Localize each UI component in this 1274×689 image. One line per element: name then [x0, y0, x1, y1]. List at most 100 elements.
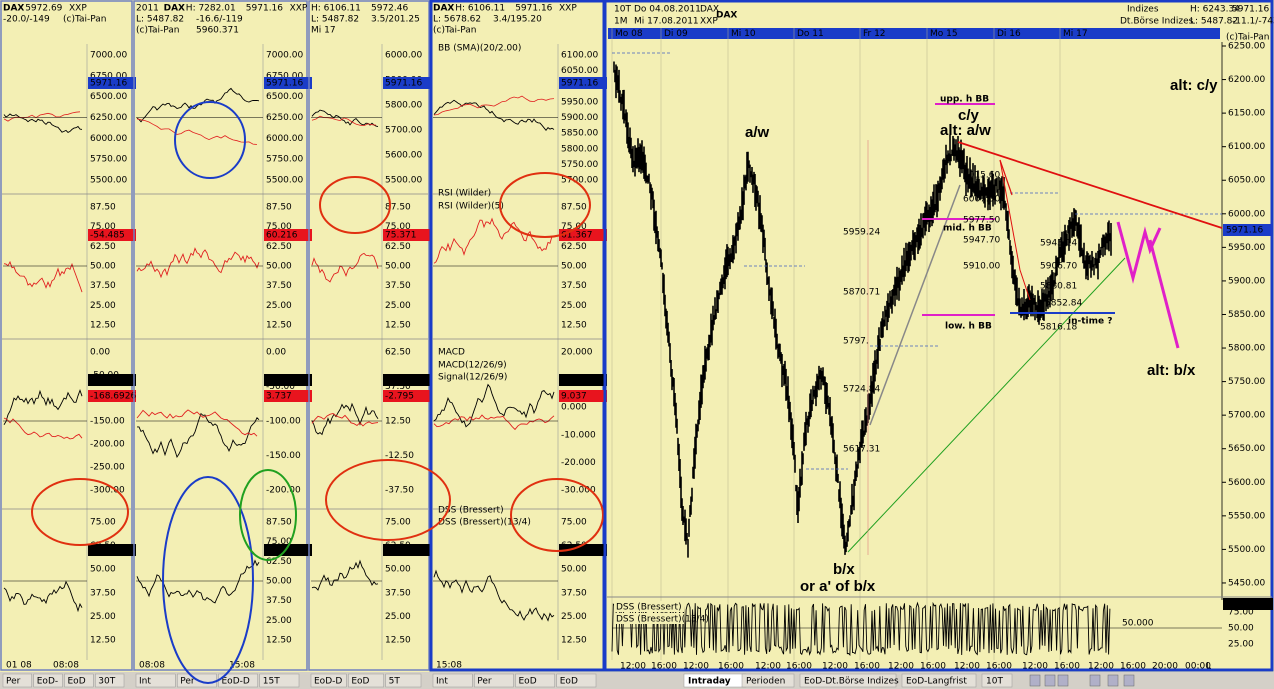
axis-label: 6000.00: [266, 134, 303, 144]
footer-tab-label[interactable]: 5T: [389, 677, 401, 687]
bottom-tab[interactable]: [741, 673, 795, 688]
footer-tab-label[interactable]: EoD-: [37, 677, 58, 687]
panel-header-text: (c)Tai-Pan: [136, 26, 179, 36]
footer-tab-label[interactable]: EoD-D: [314, 677, 342, 687]
footer-tab-label[interactable]: 15T: [263, 677, 280, 687]
footer-tab[interactable]: [95, 673, 125, 688]
price-axis-label: 5700.00: [1228, 411, 1265, 421]
footer-tab[interactable]: [2, 673, 32, 688]
bottom-tab-label[interactable]: Intraday: [688, 677, 731, 687]
footer-tab-label[interactable]: Int: [436, 677, 448, 687]
bottom-tab-label[interactable]: 10T: [986, 677, 1003, 687]
axis-label: 75.00: [385, 222, 411, 232]
main-info-text: Dt.Börse Indizes: [1120, 17, 1194, 27]
day-label: Di 09: [664, 29, 688, 39]
value-box: [559, 374, 607, 386]
level-label: 5943.14: [1040, 239, 1077, 249]
drawn-ellipse: [499, 172, 591, 238]
footer-tab[interactable]: [385, 673, 422, 688]
value-box: [88, 544, 136, 556]
toolbar-icon[interactable]: [1089, 674, 1101, 687]
axis-label: 12.50: [385, 417, 411, 427]
footer-tab[interactable]: [135, 673, 176, 688]
value-box: [559, 544, 607, 556]
footer-tab[interactable]: [33, 673, 63, 688]
panel-header-text: L: 5487.82: [311, 15, 359, 25]
axis-label: -150.00: [90, 417, 125, 427]
toolbar-icon[interactable]: [1057, 674, 1069, 687]
toolbar-icon[interactable]: [1107, 674, 1119, 687]
main-header-text: Mi 17.08.2011: [634, 17, 699, 27]
indicator-line: [137, 412, 260, 459]
footer-tab[interactable]: [556, 673, 597, 688]
main-header-text: DAX: [716, 11, 737, 21]
level-label: 5880.81: [1040, 282, 1077, 292]
panel-header-text: Mi 17: [311, 26, 336, 36]
indicator-label: DSS (Bressert)(13/4): [438, 518, 531, 528]
time-axis-label: 16:00: [718, 662, 744, 672]
axis-label: 50.00: [90, 262, 116, 272]
footer-tab[interactable]: [432, 673, 473, 688]
toolbar-icon[interactable]: [1044, 674, 1056, 687]
axis-label: 50.00: [385, 565, 411, 575]
footer-tab-label[interactable]: Int: [139, 677, 151, 687]
axis-label: 62.50: [385, 348, 411, 358]
bottom-tab-label[interactable]: EoD-Langfrist: [906, 677, 967, 687]
price-axis-label: 6250.00: [1228, 42, 1265, 52]
time-axis-label: 12:00: [1022, 662, 1048, 672]
toolbar-icon[interactable]: [1029, 674, 1041, 687]
axis-label: 6750.00: [90, 71, 127, 81]
toolbar-icon[interactable]: [1123, 674, 1135, 687]
indicator-label: Signal(12/26/9): [438, 373, 507, 383]
footer-tab-label[interactable]: EoD-D: [222, 677, 250, 687]
value-box: [264, 390, 312, 402]
price-axis-label: 6200.00: [1228, 75, 1265, 85]
bottom-tab-label[interactable]: EoD-Dt.Börse Indizes: [804, 677, 899, 687]
axis-label: 5800.00: [385, 101, 422, 111]
bottom-tab[interactable]: [901, 673, 977, 688]
footer-tab-label[interactable]: Per: [180, 677, 195, 687]
time-label: 08:08: [53, 661, 79, 671]
value-box: [88, 77, 136, 89]
main-header-text: DAX: [700, 5, 719, 15]
value-box-text: 4.453: [266, 376, 292, 386]
footer-tab[interactable]: [259, 673, 300, 688]
footer-tab[interactable]: [515, 673, 555, 688]
time-axis-label: 00:00: [1185, 662, 1211, 672]
time-label: 15:08: [436, 661, 462, 671]
price-axis-label: 6150.00: [1228, 109, 1265, 119]
value-box: [383, 229, 431, 241]
panel-header-text: 3.4/195.20: [493, 15, 542, 25]
footer-tab[interactable]: [348, 673, 384, 688]
bottom-tab[interactable]: [799, 673, 897, 688]
footer-tab-label[interactable]: EoD: [351, 677, 369, 687]
price-axis-label: 5500.00: [1228, 545, 1265, 555]
drawn-ellipse: [162, 476, 254, 684]
time-axis-label: 16:00: [786, 662, 812, 672]
axis-label: 0.000: [561, 403, 587, 413]
time-label: 08:08: [139, 661, 165, 671]
footer-tab[interactable]: [310, 673, 347, 688]
axis-label: -37.50: [385, 486, 414, 496]
annotation: a/w: [745, 124, 770, 141]
footer-tab[interactable]: [64, 673, 94, 688]
footer-tab-label[interactable]: Per: [6, 677, 21, 687]
signal-line: [311, 413, 379, 427]
footer-tab-label[interactable]: EoD: [560, 677, 578, 687]
axis-label: 37.50: [385, 281, 411, 291]
footer-tab-label[interactable]: 30T: [98, 677, 115, 687]
footer-tab-label[interactable]: Per: [477, 677, 492, 687]
value-box: [559, 390, 607, 402]
axis-label: 50.00: [266, 577, 292, 587]
footer-tab-label[interactable]: EoD: [519, 677, 537, 687]
band-line: [433, 95, 555, 116]
footer-tab-label[interactable]: EoD: [68, 677, 86, 687]
axis-label: 7000.00: [90, 51, 127, 61]
panel-header-text: XXP: [69, 4, 87, 14]
panel-header-text: DAX: [433, 4, 454, 14]
axis-label: -12.50: [385, 451, 414, 461]
bottom-tab-label[interactable]: Perioden: [746, 677, 785, 687]
bottom-tab[interactable]: [981, 673, 1013, 688]
axis-label: 25.00: [385, 301, 411, 311]
footer-tab[interactable]: [474, 673, 514, 688]
